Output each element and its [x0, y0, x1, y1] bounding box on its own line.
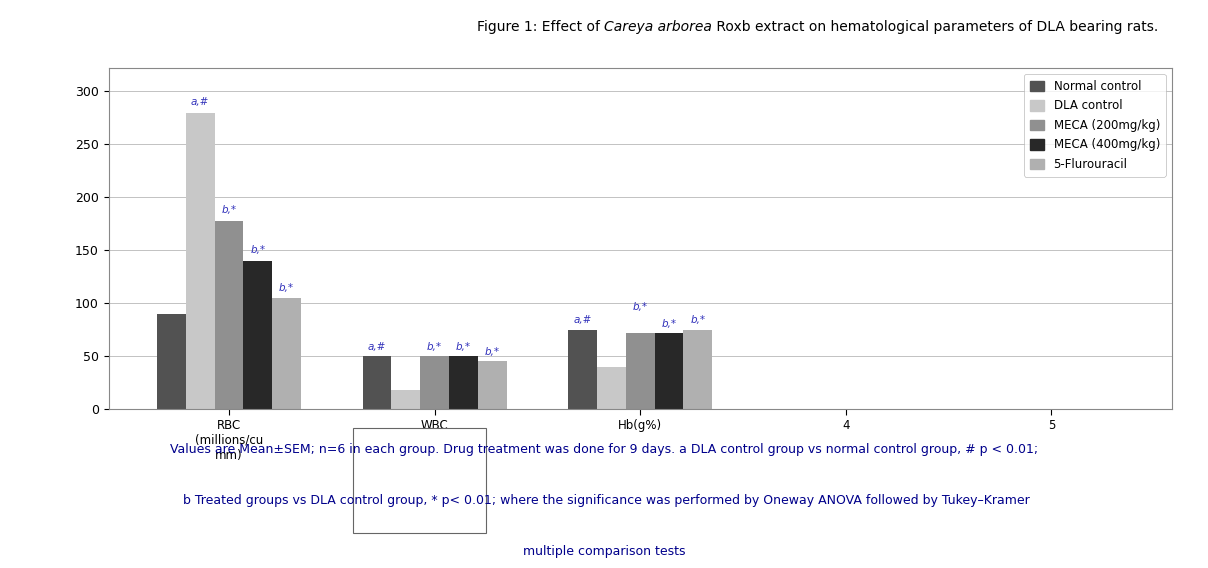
Bar	[597, 366, 626, 409]
Text: Figure 1: Effect of: Figure 1: Effect of	[477, 20, 604, 34]
Bar	[186, 112, 215, 409]
Legend: Normal control, DLA control, MECA (200mg/kg), MECA (400mg/kg), 5-Flurouracil: Normal control, DLA control, MECA (200mg…	[1024, 74, 1166, 177]
Bar	[568, 329, 597, 409]
Text: Roxb extract on hematological parameters of DLA bearing rats.: Roxb extract on hematological parameters…	[712, 20, 1158, 34]
Text: b Treated groups vs DLA control group, * p< 0.01; where the significance was per: b Treated groups vs DLA control group, *…	[179, 494, 1029, 507]
Bar	[449, 356, 478, 409]
Text: multiple comparison tests: multiple comparison tests	[523, 545, 685, 558]
Text: b,*: b,*	[690, 315, 705, 325]
Bar	[626, 333, 655, 409]
Text: Careya arborea: Careya arborea	[604, 20, 712, 34]
Text: a,#: a,#	[368, 342, 387, 352]
Bar	[420, 356, 449, 409]
Bar	[243, 261, 272, 409]
Text: b,*: b,*	[662, 319, 676, 328]
Text: b,*: b,*	[633, 302, 647, 312]
Bar	[684, 329, 713, 409]
Text: b,*: b,*	[484, 347, 500, 357]
Bar	[272, 298, 301, 409]
Bar	[362, 356, 391, 409]
Text: b,*: b,*	[455, 342, 471, 352]
FancyBboxPatch shape	[353, 428, 486, 533]
Text: a,#: a,#	[574, 315, 592, 325]
Text: b,*: b,*	[428, 342, 442, 352]
Text: a,#: a,#	[191, 97, 209, 107]
Bar	[157, 314, 186, 409]
Bar	[215, 220, 243, 409]
Bar	[478, 361, 506, 409]
Text: b,*: b,*	[279, 282, 294, 293]
Text: Values are Mean±SEM; n=6 in each group. Drug treatment was done for 9 days. a DL: Values are Mean±SEM; n=6 in each group. …	[170, 443, 1038, 456]
Bar	[655, 333, 684, 409]
Text: b,*: b,*	[221, 205, 237, 215]
Text: b,*: b,*	[250, 245, 266, 256]
Bar	[391, 390, 420, 409]
